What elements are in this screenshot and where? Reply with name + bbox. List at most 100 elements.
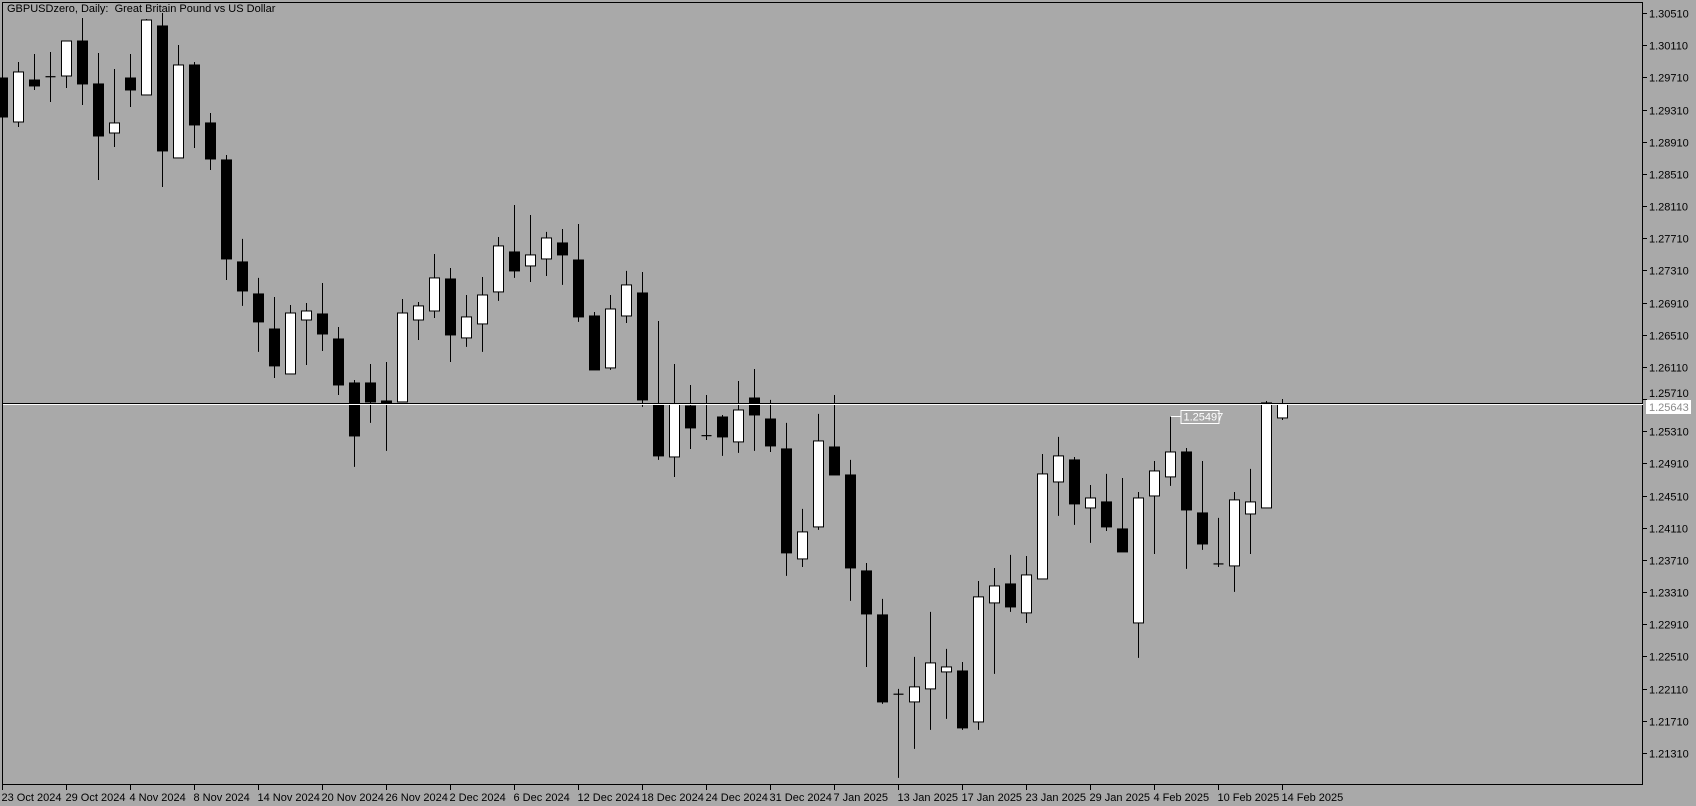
date-tick-label: 29 Jan 2025 xyxy=(1090,792,1151,804)
candle-body xyxy=(1101,501,1112,528)
candle[interactable] xyxy=(829,394,840,476)
candle[interactable] xyxy=(861,562,872,667)
candle[interactable] xyxy=(1261,400,1272,509)
candle[interactable] xyxy=(1197,460,1208,550)
candle[interactable] xyxy=(797,508,808,567)
price-tick-label: 1.28110 xyxy=(1649,202,1688,214)
candle[interactable] xyxy=(157,13,168,187)
candle[interactable] xyxy=(509,204,520,278)
candle[interactable] xyxy=(941,648,952,719)
candle[interactable] xyxy=(957,661,968,730)
candle[interactable] xyxy=(93,52,104,180)
candle[interactable] xyxy=(1229,491,1240,592)
candle[interactable] xyxy=(109,68,120,148)
candle[interactable] xyxy=(445,267,456,362)
candle[interactable] xyxy=(1117,477,1128,553)
candle[interactable] xyxy=(1053,436,1064,516)
candle[interactable] xyxy=(381,361,392,451)
candle[interactable] xyxy=(541,231,552,277)
candle[interactable] xyxy=(1005,554,1016,612)
candle[interactable] xyxy=(1213,517,1224,567)
candle[interactable] xyxy=(413,301,424,340)
candle[interactable] xyxy=(317,282,328,351)
candle[interactable] xyxy=(493,236,504,301)
candle[interactable] xyxy=(1133,491,1144,658)
date-tick-label: 4 Nov 2024 xyxy=(130,792,186,804)
candle-body xyxy=(765,418,776,447)
candle[interactable] xyxy=(877,598,888,704)
candle[interactable] xyxy=(717,414,728,456)
candle[interactable] xyxy=(589,311,600,371)
plot-area[interactable] xyxy=(2,2,1643,785)
candle[interactable] xyxy=(653,320,664,460)
candle-body xyxy=(381,400,392,404)
candle[interactable] xyxy=(749,368,760,451)
candle[interactable] xyxy=(29,53,40,90)
candle[interactable] xyxy=(973,580,984,730)
candle[interactable] xyxy=(61,40,72,88)
candle[interactable] xyxy=(77,18,88,105)
candle[interactable] xyxy=(909,656,920,749)
candle[interactable] xyxy=(1085,484,1096,543)
candle[interactable] xyxy=(1245,468,1256,554)
candle[interactable] xyxy=(477,276,488,352)
candle[interactable] xyxy=(765,399,776,452)
candle[interactable] xyxy=(989,567,1000,674)
candle[interactable] xyxy=(125,53,136,107)
candle[interactable] xyxy=(285,304,296,375)
candle[interactable] xyxy=(1165,416,1176,486)
candle[interactable] xyxy=(1181,447,1192,569)
candle[interactable] xyxy=(349,379,360,467)
candle[interactable] xyxy=(13,61,24,127)
candle[interactable] xyxy=(397,299,408,403)
candle[interactable] xyxy=(573,223,584,322)
candle[interactable] xyxy=(1021,555,1032,623)
candle[interactable] xyxy=(893,688,904,778)
candle[interactable] xyxy=(1277,398,1288,420)
price-tick-label: 1.28910 xyxy=(1649,138,1689,150)
price-label-box[interactable] xyxy=(1180,410,1220,424)
candle[interactable] xyxy=(205,112,216,171)
candle[interactable] xyxy=(1037,453,1048,580)
candle[interactable] xyxy=(269,296,280,378)
candle-body xyxy=(1005,583,1016,608)
candle[interactable] xyxy=(845,459,856,601)
candle[interactable] xyxy=(1149,460,1160,554)
candle[interactable] xyxy=(333,326,344,395)
candle[interactable] xyxy=(925,611,936,730)
candle[interactable] xyxy=(685,384,696,449)
candle[interactable] xyxy=(141,18,152,96)
candle[interactable] xyxy=(301,302,312,365)
candle[interactable] xyxy=(637,271,648,407)
candle-body xyxy=(1021,574,1032,614)
candle[interactable] xyxy=(429,253,440,318)
candle[interactable] xyxy=(813,413,824,530)
candle[interactable] xyxy=(621,270,632,323)
candle[interactable] xyxy=(701,394,712,440)
candle[interactable] xyxy=(781,422,792,576)
candle[interactable] xyxy=(733,380,744,453)
candle[interactable] xyxy=(189,61,200,148)
candle[interactable] xyxy=(173,44,184,159)
time-axis[interactable]: 23 Oct 2024 29 Oct 2024 4 Nov 2024 8 Nov 20… xyxy=(2,785,1344,804)
candle[interactable] xyxy=(669,363,680,477)
candle[interactable] xyxy=(1069,456,1080,525)
candle-body xyxy=(333,338,344,386)
candle[interactable] xyxy=(461,294,472,347)
candle[interactable] xyxy=(1101,473,1112,531)
date-tick-label: 23 Jan 2025 xyxy=(1026,792,1087,804)
candle[interactable] xyxy=(557,228,568,285)
candle[interactable] xyxy=(605,294,616,370)
price-axis[interactable]: 1.30510 1.30110 1.29710 1.29310 1.28910 1.285… xyxy=(1643,9,1689,761)
candle[interactable] xyxy=(0,74,8,120)
candle-body xyxy=(1181,451,1192,511)
candle[interactable] xyxy=(45,52,56,102)
candle[interactable] xyxy=(221,154,232,280)
candle[interactable] xyxy=(253,277,264,352)
candle[interactable] xyxy=(237,238,248,306)
date-tick-label: 8 Nov 2024 xyxy=(194,792,250,804)
date-tick-label: 23 Oct 2024 xyxy=(2,792,62,804)
candle[interactable] xyxy=(525,214,536,282)
candle[interactable] xyxy=(365,363,376,423)
